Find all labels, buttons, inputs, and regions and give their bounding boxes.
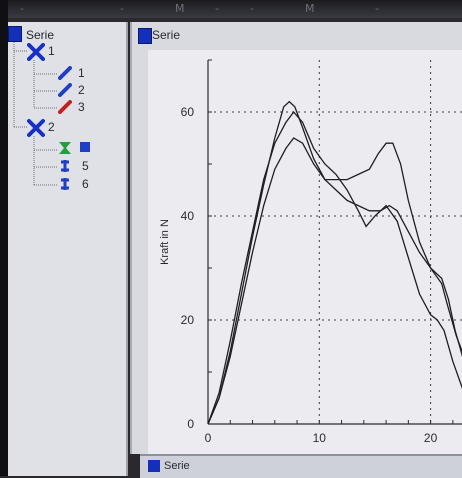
serie-icon	[138, 28, 152, 44]
y-tick-label: 20	[181, 313, 195, 327]
y-tick-label: 0	[187, 417, 194, 431]
serie-icon	[8, 26, 22, 42]
serie-icon	[148, 460, 160, 472]
top-strip: - - M - - M -	[0, 0, 462, 18]
second-window-title: Serie	[164, 460, 190, 472]
series-tree-pane[interactable]: Serie 1 1 2 3 2 5 6	[8, 22, 128, 476]
x-tick-label: 10	[313, 431, 327, 445]
specimen-icon[interactable]	[58, 159, 72, 173]
top-strip-item: -	[375, 2, 379, 15]
tree-child-label[interactable]: 5	[82, 159, 89, 173]
tree-child-label[interactable]: 2	[78, 83, 85, 97]
top-strip-item: M	[175, 2, 185, 15]
top-strip-item: -	[120, 2, 124, 15]
series-line	[207, 110, 462, 425]
specimen-icon[interactable]	[58, 66, 72, 80]
window-left-edge	[0, 0, 8, 476]
specimen-icon[interactable]	[58, 83, 72, 97]
tree-child-label[interactable]: 1	[78, 66, 85, 80]
top-strip-item: -	[215, 2, 219, 15]
specimen-icon[interactable]	[58, 141, 72, 155]
specimen-icon[interactable]	[58, 100, 72, 114]
chart-window-title-text: Serie	[152, 28, 181, 42]
tree-root-label[interactable]: Serie	[26, 28, 55, 42]
top-strip-item: -	[20, 2, 24, 15]
tree-connector-lines	[13, 38, 58, 186]
chart-window-title: Serie	[138, 28, 181, 44]
series-line	[207, 137, 462, 425]
y-axis-label: Kraft in N	[159, 219, 171, 265]
x-tick-label: 0	[205, 431, 212, 445]
x-cross-icon[interactable]	[27, 119, 45, 137]
y-tick-label: 40	[181, 209, 195, 223]
tree-group-2-label[interactable]: 2	[48, 120, 55, 134]
second-chart-window[interactable]: Serie	[140, 454, 462, 478]
x-tick-label: 20	[424, 431, 438, 445]
series-line	[207, 100, 462, 425]
y-tick-label: 60	[181, 105, 195, 119]
x-cross-icon[interactable]	[27, 43, 45, 61]
top-strip-item: -	[250, 2, 254, 15]
specimen-marker-icon	[80, 142, 90, 152]
tree-child-label[interactable]: 6	[82, 177, 89, 191]
tree-group-1-label[interactable]: 1	[48, 44, 55, 58]
tree-child-label[interactable]: 3	[78, 100, 85, 114]
specimen-icon[interactable]	[58, 177, 72, 191]
top-strip-item: M	[305, 2, 315, 15]
